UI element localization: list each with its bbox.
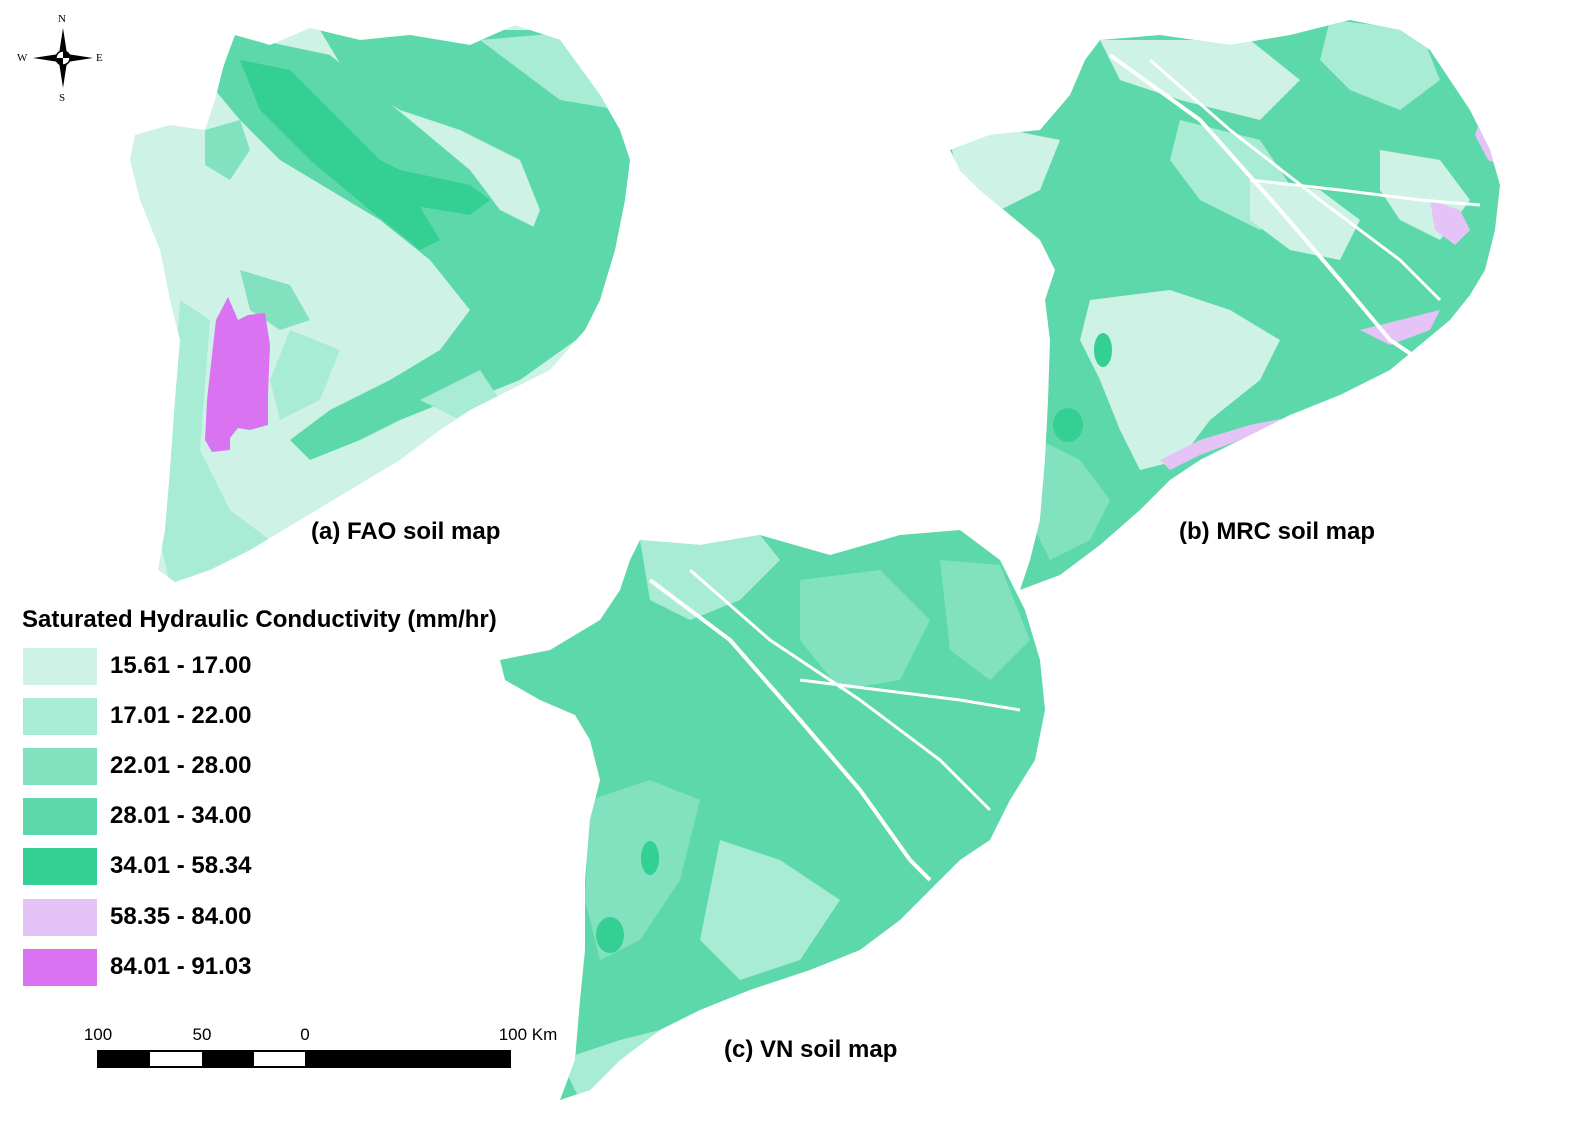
legend-range-label: 58.35 - 84.00 <box>110 903 252 930</box>
legend-swatch <box>23 848 97 885</box>
legend-swatch <box>23 949 97 986</box>
mrc-soil-map <box>950 20 1500 590</box>
legend-item: 58.35 - 84.00 <box>23 899 343 937</box>
legend-item: 22.01 - 28.00 <box>23 748 343 786</box>
legend-item: 28.01 - 34.00 <box>23 798 343 836</box>
legend-swatch <box>23 748 97 785</box>
scale-label-50: 50 <box>192 1025 212 1044</box>
legend-range-label: 34.01 - 58.34 <box>110 852 252 879</box>
scale-label-100-km: 100 Km <box>498 1025 558 1044</box>
legend-range-label: 22.01 - 28.00 <box>110 752 252 779</box>
legend-item: 84.01 - 91.03 <box>23 949 343 987</box>
mrc-map-label: (b) MRC soil map <box>1179 518 1375 545</box>
legend-swatch <box>23 798 97 835</box>
compass-south-label: S <box>59 92 66 104</box>
legend-title: Saturated Hydraulic Conductivity (mm/hr) <box>22 606 497 633</box>
compass-rose <box>33 28 93 88</box>
legend-range-label: 15.61 - 17.00 <box>110 652 252 679</box>
compass-north-label: N <box>58 13 66 25</box>
compass-east-label: E <box>96 52 103 64</box>
legend-swatch <box>23 899 97 936</box>
legend-range-label: 84.01 - 91.03 <box>110 953 252 980</box>
scale-label-100-left: 100 <box>83 1025 113 1044</box>
legend-item: 17.01 - 22.00 <box>23 698 343 736</box>
legend-swatch <box>23 698 97 735</box>
vn-soil-map <box>500 530 1045 1100</box>
compass-west-label: W <box>17 52 28 64</box>
scale-bar <box>97 1050 511 1068</box>
legend-item: 34.01 - 58.34 <box>23 848 343 886</box>
legend-item: 15.61 - 17.00 <box>23 648 343 686</box>
fao-soil-map <box>130 25 630 582</box>
vn-map-label: (c) VN soil map <box>724 1036 898 1063</box>
legend-swatch <box>23 648 97 685</box>
legend-range-label: 17.01 - 22.00 <box>110 702 252 729</box>
fao-map-label: (a) FAO soil map <box>311 518 501 545</box>
legend-range-label: 28.01 - 34.00 <box>110 802 252 829</box>
scale-label-0: 0 <box>300 1025 310 1044</box>
